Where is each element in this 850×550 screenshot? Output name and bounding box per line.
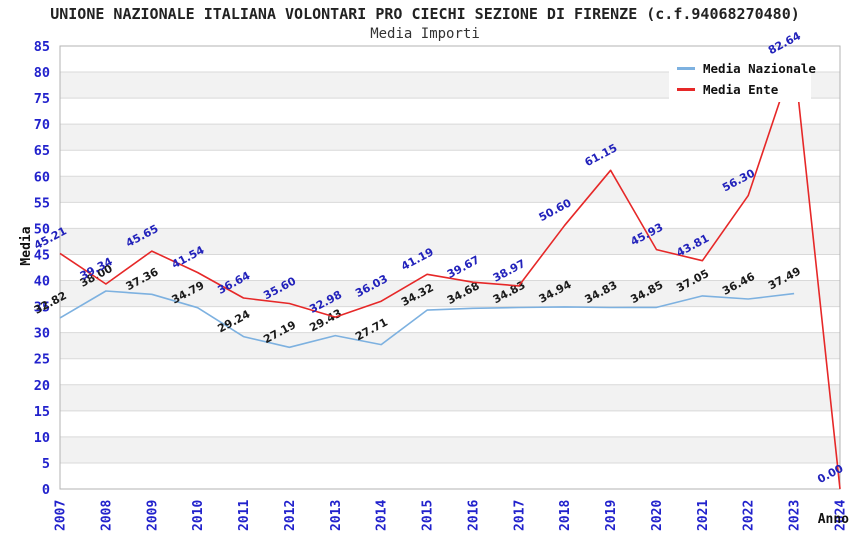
x-tick-label: 2024 (834, 500, 849, 531)
x-tick-label: 2014 (375, 500, 390, 531)
y-tick-label: 5 (42, 456, 50, 472)
x-tick-label: 2016 (466, 500, 481, 531)
y-tick-label: 70 (34, 117, 50, 133)
media-nazionale-swatch (677, 67, 695, 70)
y-tick-label: 20 (34, 378, 50, 394)
media-ente-swatch (677, 88, 695, 91)
x-tick-label: 2019 (604, 500, 619, 531)
x-tick-label: 2021 (696, 500, 711, 531)
y-tick-label: 75 (34, 91, 50, 107)
y-tick-label: 15 (34, 404, 50, 420)
chart-title: UNIONE NAZIONALE ITALIANA VOLONTARI PRO … (50, 5, 800, 23)
plot-band (60, 280, 840, 307)
y-tick-label: 35 (34, 300, 50, 316)
plot-band (60, 332, 840, 359)
y-tick-label: 65 (34, 143, 50, 159)
y-tick-label: 0 (42, 482, 50, 498)
legend-item-media-ente: Media Ente (669, 82, 811, 97)
x-tick-label: 2017 (512, 500, 527, 531)
y-tick-label: 50 (34, 221, 50, 237)
data-label: 82.64 (766, 29, 803, 57)
x-tick-label: 2007 (54, 500, 69, 531)
legend: Media Nazionale Media Ente (669, 56, 816, 102)
y-tick-label: 30 (34, 326, 50, 342)
y-tick-label: 55 (34, 195, 50, 211)
legend-label: Media Ente (703, 82, 779, 97)
x-tick-label: 2020 (650, 500, 665, 531)
legend-label: Media Nazionale (703, 61, 816, 76)
y-tick-label: 40 (34, 274, 50, 290)
media-ente-line (59, 57, 841, 490)
x-tick-label: 2011 (237, 500, 252, 531)
plot-band (60, 384, 840, 411)
x-tick-label: 2008 (99, 500, 114, 531)
plot-band (60, 436, 840, 463)
y-tick-label: 10 (34, 430, 50, 446)
legend-item-media-nazionale: Media Nazionale (669, 61, 816, 76)
x-tick-label: 2009 (145, 500, 160, 531)
data-label: 32.82 (32, 289, 69, 317)
media-nazionale-line (59, 290, 795, 349)
y-tick-label: 85 (34, 39, 50, 55)
x-tick-label: 2023 (788, 500, 803, 531)
data-label: 0.00 (815, 462, 845, 486)
x-tick-label: 2012 (283, 500, 298, 531)
plot-band (60, 124, 840, 151)
plot-band (60, 176, 840, 203)
x-tick-label: 2022 (742, 500, 757, 531)
x-axis-title: Anno (818, 512, 849, 527)
x-tick-label: 2010 (191, 500, 206, 531)
chart-subtitle: Media Importi (370, 26, 480, 42)
y-tick-label: 60 (34, 169, 50, 185)
x-tick-label: 2013 (329, 500, 344, 531)
x-tick-label: 2015 (421, 500, 436, 531)
y-tick-label: 45 (34, 247, 50, 263)
y-axis-title: Media (19, 226, 34, 265)
x-tick-label: 2018 (558, 500, 573, 531)
data-label: 39.67 (445, 253, 482, 281)
plot-border (59, 45, 841, 490)
y-tick-label: 25 (34, 352, 50, 368)
y-tick-label: 80 (34, 65, 50, 81)
